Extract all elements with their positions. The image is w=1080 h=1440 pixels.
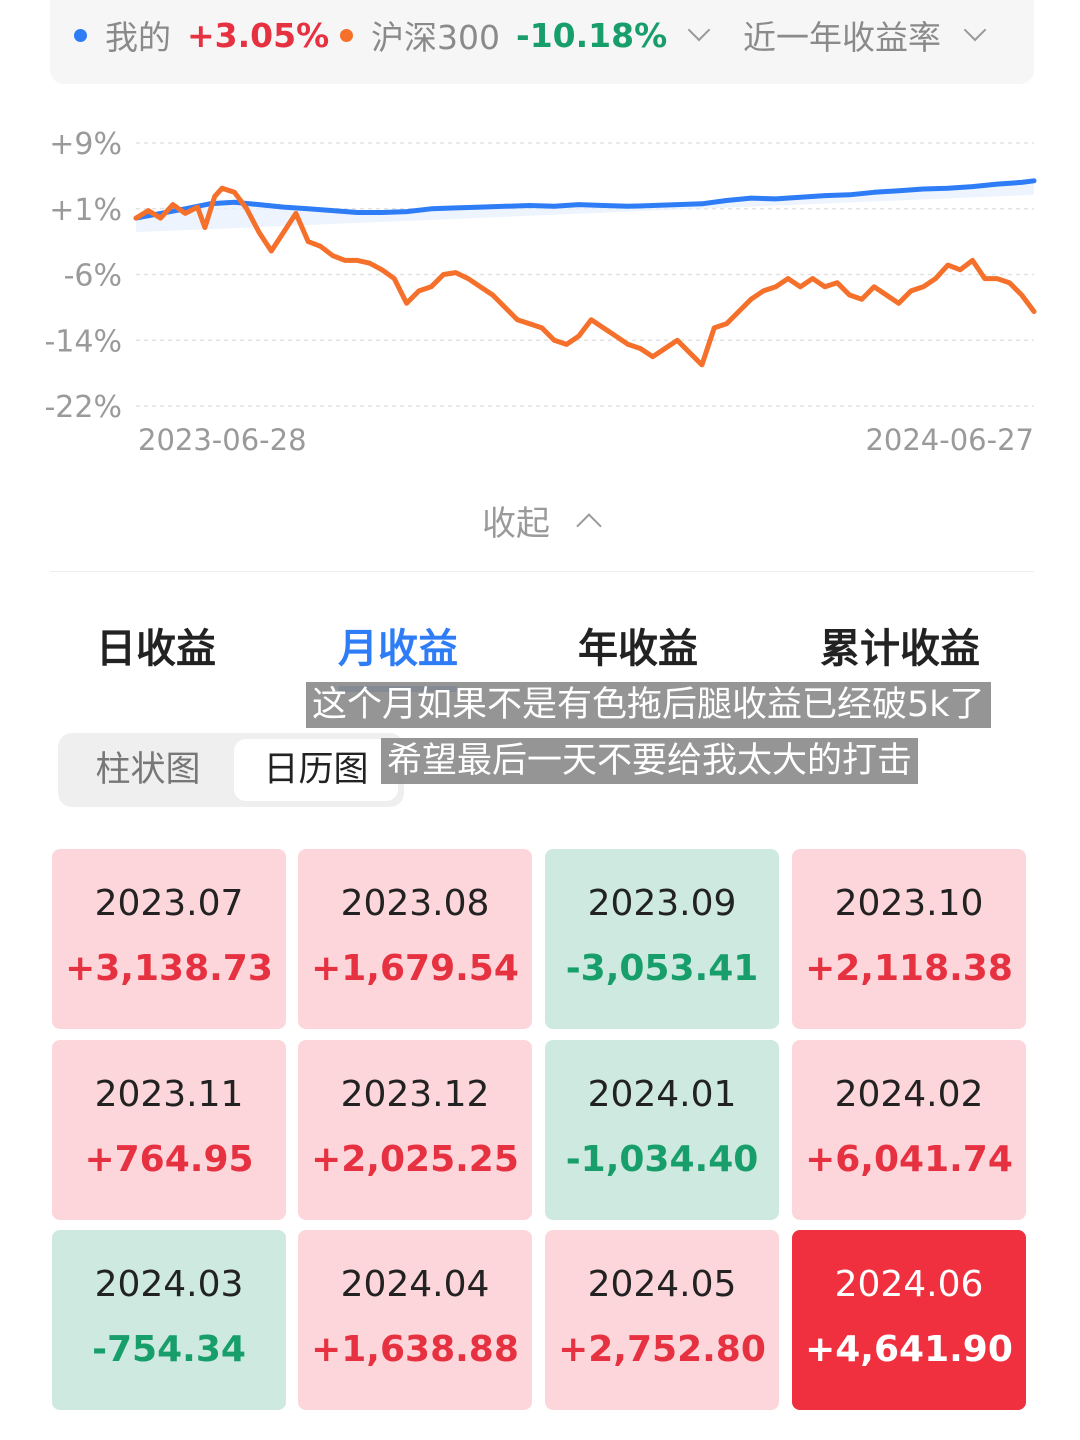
month-cell-current[interactable]: 2024.06 +4,641.90 bbox=[792, 1230, 1026, 1410]
legend-index-label: 沪深300 bbox=[371, 18, 500, 57]
legend-index-pct: -10.18% bbox=[516, 15, 668, 55]
month-cell[interactable]: 2023.11 +764.95 bbox=[52, 1040, 286, 1220]
month-label: 2024.06 bbox=[834, 1264, 984, 1305]
month-cell[interactable]: 2023.12 +2,025.25 bbox=[298, 1040, 532, 1220]
tab-monthly[interactable]: 月收益 bbox=[338, 618, 458, 692]
chevron-down-icon bbox=[687, 18, 711, 42]
y-tick-label: -6% bbox=[64, 259, 122, 294]
tab-cumulative[interactable]: 累计收益 bbox=[820, 626, 980, 672]
y-tick-label: +9% bbox=[49, 127, 122, 162]
chevron-down-icon bbox=[963, 18, 987, 42]
month-cell[interactable]: 2024.02 +6,041.74 bbox=[792, 1040, 1026, 1220]
month-value: -3,053.41 bbox=[565, 948, 759, 989]
month-value: +1,638.88 bbox=[311, 1329, 519, 1370]
series-line-mine bbox=[133, 178, 1037, 221]
caption-line-2: 希望最后一天不要给我太大的打击 bbox=[381, 738, 919, 784]
view-toggle: 柱状图 日历图 bbox=[58, 733, 404, 807]
legend-mine: 我的 +3.05% bbox=[74, 10, 329, 60]
mine-dot-icon bbox=[74, 28, 87, 42]
month-value: +6,041.74 bbox=[805, 1139, 1013, 1180]
month-label: 2023.10 bbox=[834, 883, 984, 924]
month-cell[interactable]: 2024.05 +2,752.80 bbox=[545, 1230, 779, 1410]
x-tick-label: 2023-06-28 bbox=[138, 423, 307, 457]
series-line-index bbox=[133, 185, 1037, 368]
benchmark-selector[interactable]: 沪深300 -10.18% bbox=[340, 10, 711, 60]
month-value: -754.34 bbox=[92, 1329, 246, 1370]
month-value: +2,025.25 bbox=[311, 1139, 519, 1180]
month-cell[interactable]: 2023.08 +1,679.54 bbox=[298, 849, 532, 1029]
comparison-legend: 我的 +3.05% 沪深300 -10.18% 近一年收益率 bbox=[50, 0, 1034, 84]
tab-daily[interactable]: 日收益 bbox=[96, 626, 216, 672]
month-label: 2023.11 bbox=[94, 1074, 244, 1115]
y-tick-label: -14% bbox=[44, 324, 122, 359]
month-value: +1,679.54 bbox=[311, 948, 519, 989]
month-label: 2023.12 bbox=[340, 1074, 490, 1115]
month-cell[interactable]: 2024.03 -754.34 bbox=[52, 1230, 286, 1410]
month-value: +4,641.90 bbox=[805, 1329, 1013, 1370]
caption-line-1: 这个月如果不是有色拖后腿收益已经破5k了 bbox=[306, 682, 991, 728]
index-dot-icon bbox=[340, 28, 353, 42]
month-value: +3,138.73 bbox=[65, 948, 273, 989]
month-label: 2023.07 bbox=[94, 883, 244, 924]
profit-tabs: 日收益 月收益 年收益 累计收益 bbox=[50, 618, 1034, 692]
y-tick-label: +1% bbox=[49, 193, 122, 228]
y-tick-label: -22% bbox=[44, 390, 122, 425]
calendar-view-button[interactable]: 日历图 bbox=[234, 739, 398, 801]
x-tick-label: 2024-06-27 bbox=[865, 423, 1034, 457]
month-value: +764.95 bbox=[84, 1139, 254, 1180]
month-label: 2023.08 bbox=[340, 883, 490, 924]
legend-mine-label: 我的 bbox=[105, 18, 171, 57]
month-label: 2024.05 bbox=[587, 1264, 737, 1305]
bar-view-button[interactable]: 柱状图 bbox=[95, 750, 201, 790]
month-cell[interactable]: 2023.09 -3,053.41 bbox=[545, 849, 779, 1029]
collapse-label: 收起 bbox=[482, 503, 550, 544]
month-cell[interactable]: 2023.07 +3,138.73 bbox=[52, 849, 286, 1029]
month-label: 2023.09 bbox=[587, 883, 737, 924]
month-value: +2,752.80 bbox=[558, 1329, 766, 1370]
period-selector[interactable]: 近一年收益率 bbox=[743, 10, 987, 60]
collapse-button[interactable]: 收起 bbox=[0, 492, 1080, 548]
month-value: +2,118.38 bbox=[805, 948, 1013, 989]
month-value: -1,034.40 bbox=[565, 1139, 759, 1180]
return-line-chart: +9% +1% -6% -14% -22% 2023-06-28 2024-06-27 bbox=[44, 127, 1037, 457]
legend-mine-pct: +3.05% bbox=[187, 15, 330, 55]
divider bbox=[50, 571, 1034, 572]
chevron-up-icon bbox=[576, 513, 602, 539]
month-label: 2024.01 bbox=[587, 1074, 737, 1115]
month-label: 2024.03 bbox=[94, 1264, 244, 1305]
tab-monthly-label: 月收益 bbox=[338, 626, 458, 672]
month-cell[interactable]: 2023.10 +2,118.38 bbox=[792, 849, 1026, 1029]
month-cell[interactable]: 2024.01 -1,034.40 bbox=[545, 1040, 779, 1220]
period-label: 近一年收益率 bbox=[743, 18, 941, 57]
month-label: 2024.04 bbox=[340, 1264, 490, 1305]
month-label: 2024.02 bbox=[834, 1074, 984, 1115]
month-cell[interactable]: 2024.04 +1,638.88 bbox=[298, 1230, 532, 1410]
tab-yearly[interactable]: 年收益 bbox=[578, 626, 698, 672]
